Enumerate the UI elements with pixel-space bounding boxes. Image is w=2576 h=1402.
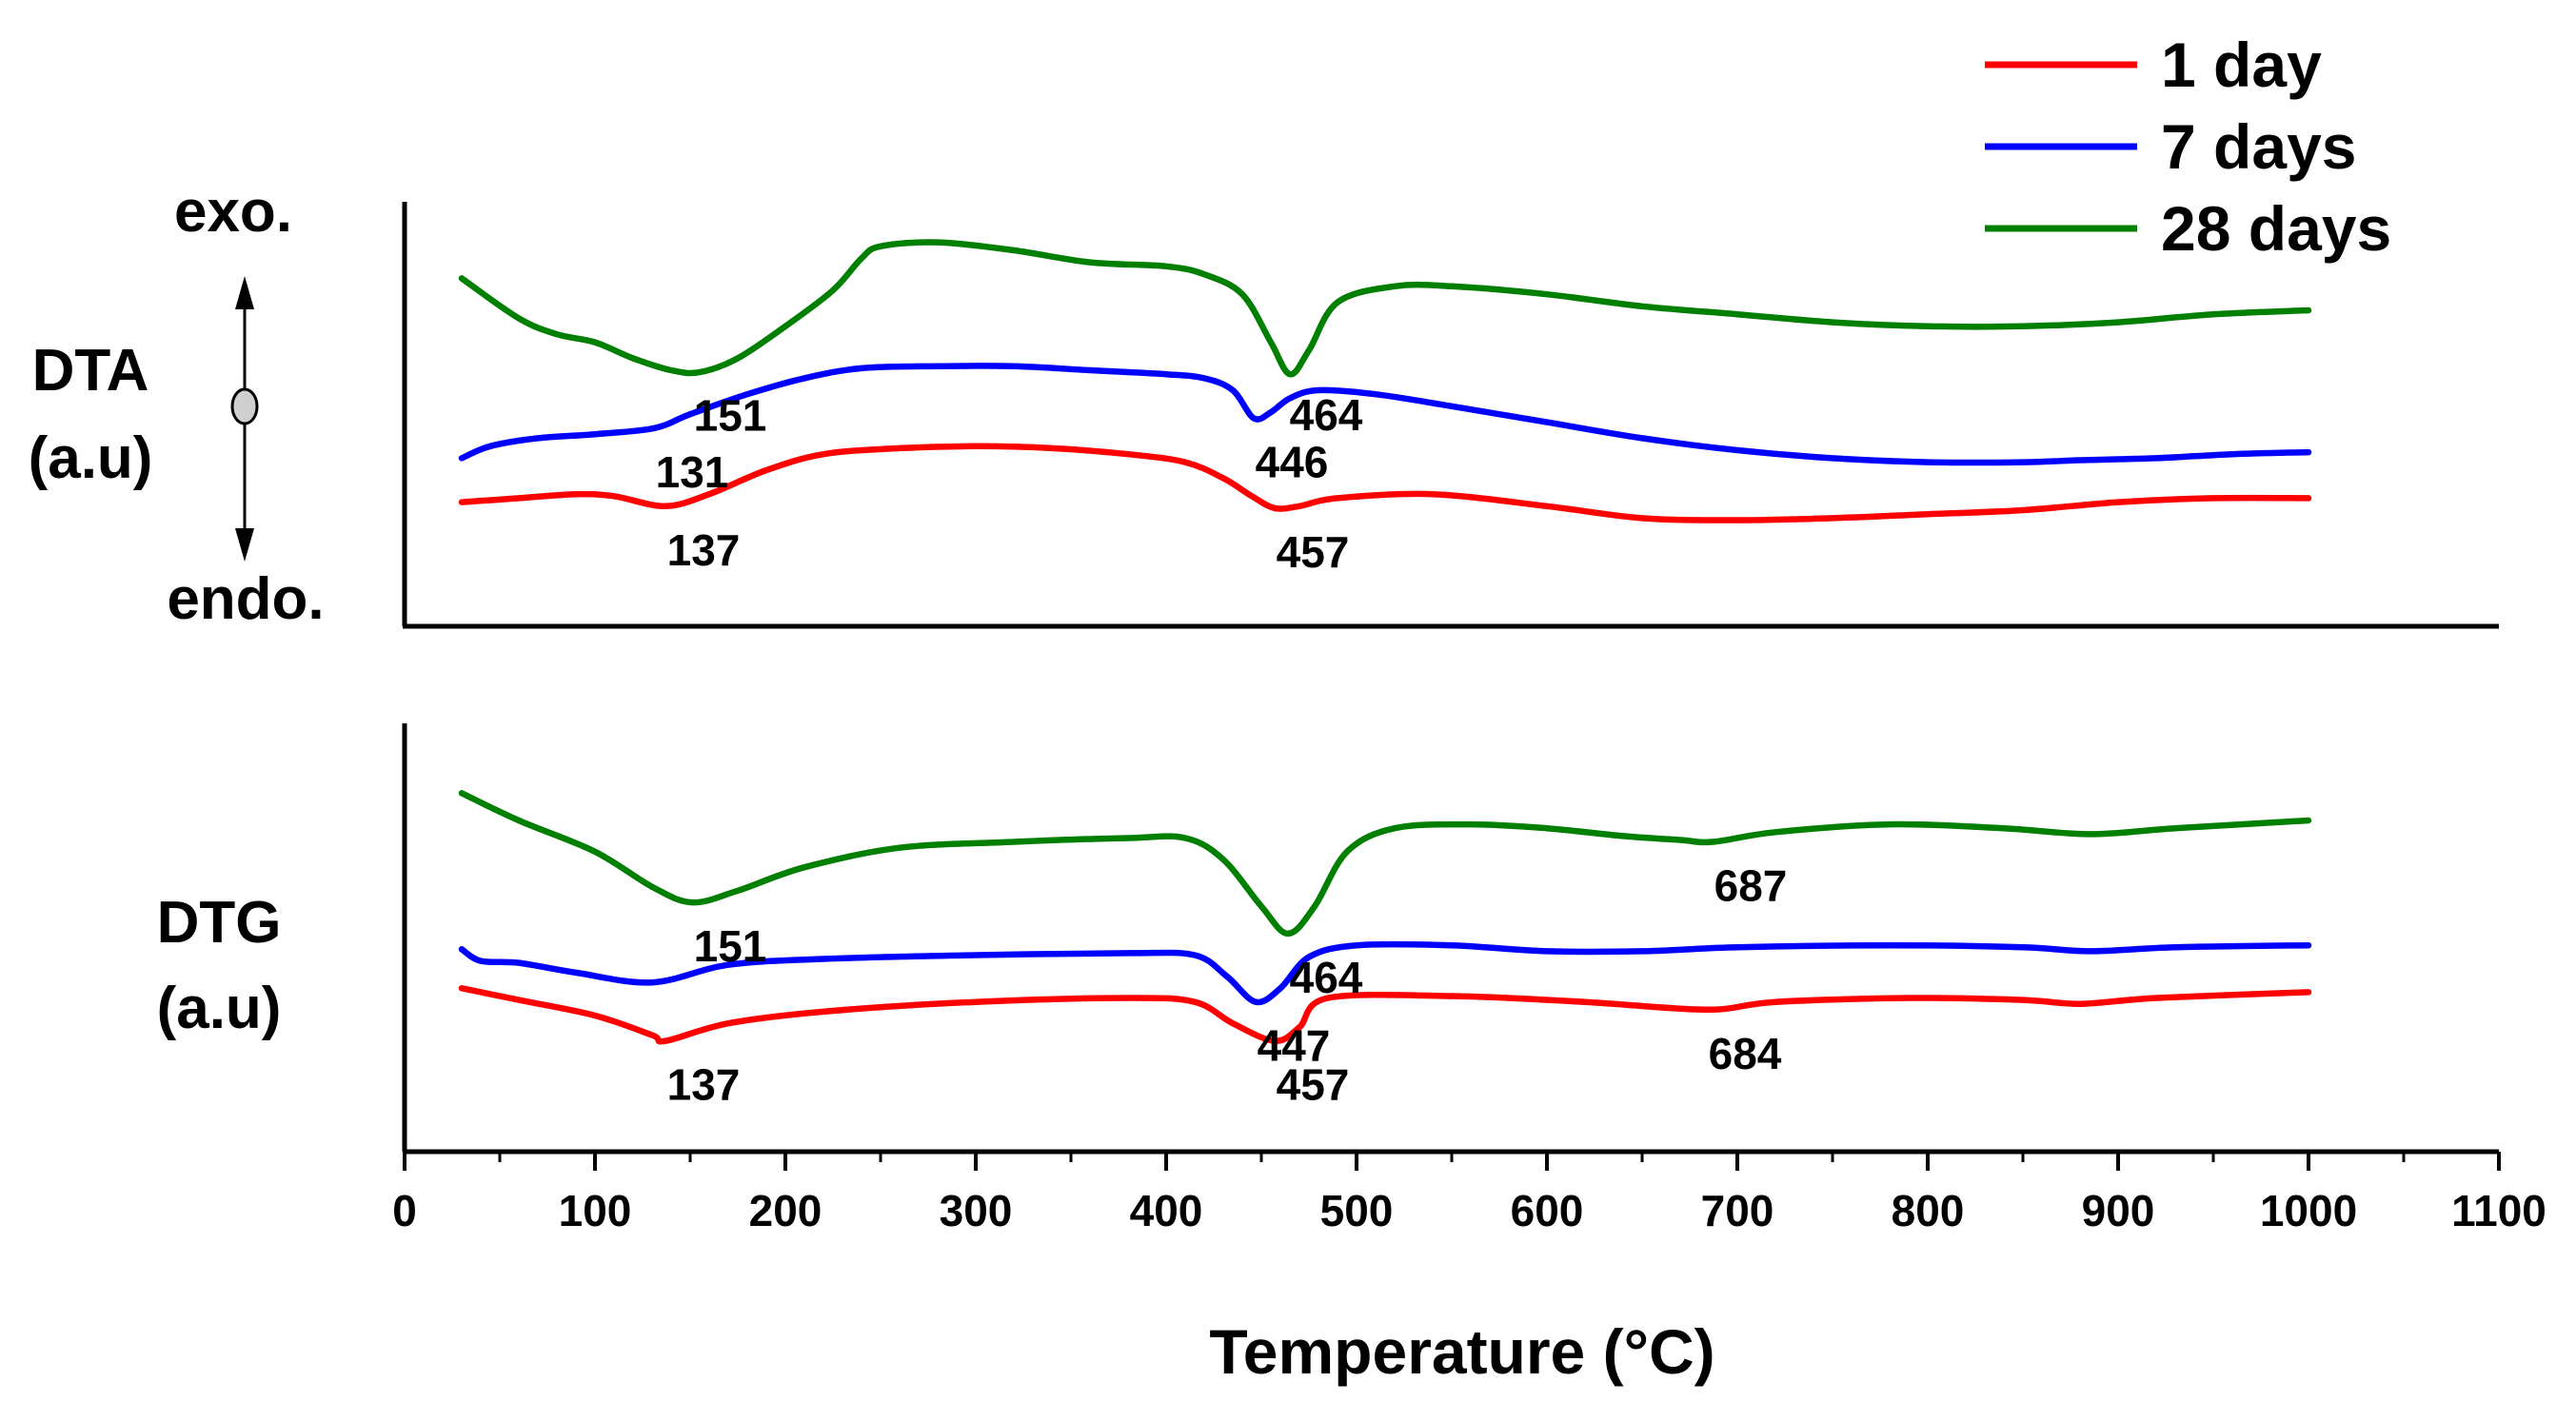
dta-curve-28-days bbox=[458, 239, 2312, 378]
dta-peak-label: 151 bbox=[694, 391, 767, 441]
arrow-up-icon bbox=[235, 276, 254, 309]
arrow-down-icon bbox=[235, 528, 254, 562]
legend-label: 28 days bbox=[2161, 193, 2391, 264]
dtg-curve-28-days bbox=[458, 790, 2312, 938]
x-tick-label: 0 bbox=[392, 1186, 417, 1235]
dta-curves bbox=[458, 239, 2312, 523]
dtg-peak-label: 687 bbox=[1714, 861, 1788, 911]
dtg-peak-label: 684 bbox=[1709, 1029, 1782, 1078]
x-tick-label: 1000 bbox=[2260, 1186, 2357, 1235]
legend: 1 day 7 days 28 days bbox=[1985, 30, 2391, 264]
x-tick-label: 200 bbox=[749, 1186, 822, 1235]
x-tick-label: 700 bbox=[1701, 1186, 1774, 1235]
x-tick-label: 1100 bbox=[2451, 1186, 2546, 1235]
dta-ylabel-line1: DTA bbox=[32, 338, 149, 404]
dtg-peak-label: 151 bbox=[694, 921, 767, 971]
x-tick-label: 300 bbox=[940, 1186, 1013, 1235]
endo-label: endo. bbox=[167, 566, 324, 632]
x-axis-title: Temperature (°C) bbox=[1209, 1316, 1714, 1387]
exo-label: exo. bbox=[174, 179, 292, 245]
dta-curve-7-days bbox=[458, 363, 2312, 466]
dta-peak-label: 446 bbox=[1256, 437, 1329, 486]
dtg-ylabel-line1: DTG bbox=[157, 890, 282, 956]
exo-endo-arrow bbox=[230, 276, 259, 562]
dtg-curves bbox=[458, 790, 2312, 1045]
dtg-curve-7-days bbox=[458, 940, 2312, 1006]
dtg-peak-label: 137 bbox=[667, 1060, 741, 1110]
dtg-annotations: 151 464 687 447 137 457 684 bbox=[667, 861, 1788, 1110]
dtg-peak-label: 464 bbox=[1290, 953, 1363, 1002]
x-tick-label: 500 bbox=[1320, 1186, 1394, 1235]
x-tick-label: 400 bbox=[1130, 1186, 1203, 1235]
dta-peak-label: 131 bbox=[656, 447, 729, 497]
dta-peak-label: 457 bbox=[1277, 527, 1350, 577]
dta-peak-label: 137 bbox=[667, 525, 741, 575]
dtg-peak-label: 457 bbox=[1277, 1060, 1350, 1110]
dta-peak-label: 464 bbox=[1290, 390, 1363, 440]
x-axis-ticks: 0 100 200 300 400 500 600 700 800 900 1000 1100 bbox=[392, 1152, 2546, 1235]
dta-annotations: 151 464 131 446 137 457 bbox=[656, 390, 1363, 577]
dtg-peak-label: 447 bbox=[1258, 1021, 1331, 1071]
dtg-ylabel-line2: (a.u) bbox=[157, 976, 282, 1041]
legend-label: 1 day bbox=[2161, 30, 2322, 100]
legend-label: 7 days bbox=[2161, 111, 2356, 182]
x-tick-label: 800 bbox=[1892, 1186, 1965, 1235]
dta-panel: DTA (a.u) exo. endo. 151 464 131 446 137 457 bbox=[29, 179, 2499, 632]
dta-ylabel-line2: (a.u) bbox=[29, 425, 153, 491]
x-tick-label: 900 bbox=[2082, 1186, 2155, 1235]
arrow-center-marker-icon bbox=[230, 387, 259, 425]
x-tick-label: 600 bbox=[1511, 1186, 1584, 1235]
x-tick-label: 100 bbox=[559, 1186, 632, 1235]
dta-curve-1-day bbox=[458, 443, 2312, 523]
dtg-panel: DTG (a.u) 151 464 687 447 137 457 684 0 100 200 3… bbox=[157, 723, 2546, 1235]
dtg-curve-1-day bbox=[458, 985, 2312, 1045]
